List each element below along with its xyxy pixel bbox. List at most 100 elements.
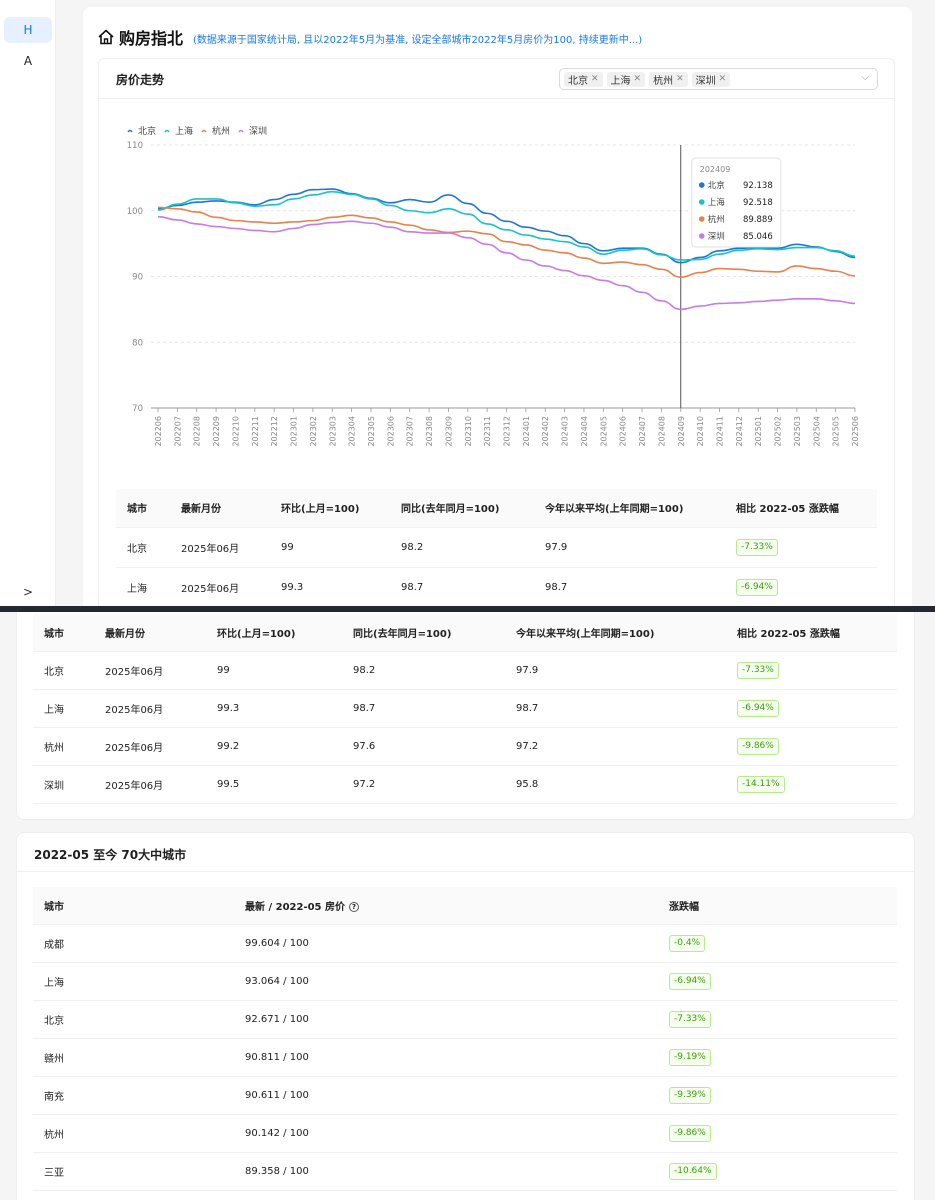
trend-title: 房价走势: [116, 73, 165, 87]
table-row: 杭州 2025年06月 99.2 97.6 97.2 -9.86%: [33, 727, 897, 766]
change-badge: -10.64%: [669, 1162, 717, 1180]
y-tick-label: 80: [132, 338, 143, 348]
change-badge: -6.94%: [669, 972, 711, 990]
cell: 2025年06月: [94, 765, 206, 804]
cell: 97.6: [342, 727, 505, 766]
cell: -6.94%: [725, 567, 877, 606]
x-tick-label: 202504: [812, 416, 821, 447]
cell: 2025年06月: [94, 727, 206, 766]
cell: 99.5: [206, 765, 342, 804]
x-tick-label: 202212: [270, 416, 279, 447]
x-tick-label: 202412: [735, 416, 744, 447]
x-tick-label: 202311: [483, 416, 492, 447]
cell: 杭州: [33, 727, 94, 766]
y-tick-label: 90: [132, 273, 143, 283]
col-header: 今年以来平均(上年同期=100): [505, 614, 726, 652]
cell: -6.94%: [726, 689, 897, 728]
question-icon[interactable]: ?: [349, 901, 359, 912]
cell: 深圳: [33, 765, 94, 804]
city-tag[interactable]: 杭州 ✕: [649, 71, 688, 87]
x-tick-label: 202310: [464, 416, 473, 447]
home-icon: [98, 29, 114, 45]
city-tag[interactable]: 北京 ✕: [564, 71, 603, 87]
y-tick-label: 100: [127, 207, 143, 217]
cell: 98.7: [390, 567, 534, 606]
col-header: 环比(上月=100): [270, 489, 390, 528]
close-icon[interactable]: ✕: [676, 74, 684, 84]
x-tick-label: 202307: [406, 416, 415, 447]
x-tick-label: 202306: [386, 416, 395, 447]
x-tick-label: 202406: [619, 416, 628, 447]
chevron-down-icon[interactable]: ⌵: [861, 72, 869, 83]
cell: 98.7: [534, 567, 725, 606]
chevron-right-icon[interactable]: >: [22, 585, 34, 599]
col-header: 今年以来平均(上年同期=100): [534, 489, 725, 528]
col-header: 最新 / 2022-05 房价?: [234, 887, 658, 925]
cell: 97.9: [505, 651, 726, 690]
cell: 上海: [33, 689, 94, 728]
cell: 99.604 / 100: [234, 924, 658, 963]
screenshot-divider: [0, 606, 935, 612]
change-badge: -7.33%: [736, 538, 778, 556]
change-badge: -6.94%: [737, 699, 779, 717]
x-tick-label: 202401: [522, 416, 531, 447]
col-header: 涨跌幅: [658, 887, 897, 925]
cell: 2025年06月: [94, 689, 206, 728]
tooltip-series-name: 杭州: [708, 214, 725, 225]
legend-marker: [238, 129, 244, 133]
cell: -9.86%: [726, 727, 897, 766]
cell: -7.33%: [725, 527, 877, 568]
summary-table-top: 城市 最新月份 环比(上月=100) 同比(去年同月=100) 今年以来平均(上…: [116, 489, 877, 606]
close-icon[interactable]: ✕: [718, 74, 727, 84]
table-row: 南充 90.611 / 100 -9.39%: [33, 1076, 897, 1115]
cell: -9.19%: [658, 1038, 897, 1077]
tooltip-value: 89.889: [743, 215, 773, 225]
change-badge: -14.11%: [737, 775, 785, 793]
tooltip-dot: [698, 233, 705, 239]
legend-label: 深圳: [249, 126, 267, 137]
change-badge: -7.33%: [669, 1010, 711, 1028]
table-header-row: 城市 最新月份 环比(上月=100) 同比(去年同月=100) 今年以来平均(上…: [116, 489, 877, 528]
cell: 北京: [116, 527, 170, 568]
x-tick-label: 202303: [328, 416, 337, 447]
cell: 99.3: [270, 567, 390, 606]
cell: 97.2: [505, 727, 726, 766]
cell: 2025年06月: [94, 651, 206, 690]
change-badge: -6.94%: [736, 578, 778, 596]
sidebar-item-h[interactable]: H: [4, 17, 52, 43]
table-row: 杭州 90.142 / 100 -9.86%: [33, 1114, 897, 1153]
tooltip-box: [691, 157, 782, 248]
cell: 2025年06月: [170, 567, 270, 606]
close-icon[interactable]: ✕: [591, 74, 599, 84]
legend-marker: [164, 129, 170, 133]
cell: 北京: [33, 1000, 234, 1039]
col-header: 环比(上月=100): [206, 614, 342, 652]
y-tick-label: 70: [132, 404, 143, 414]
x-tick-label: 202403: [561, 416, 570, 447]
tooltip-series-name: 深圳: [708, 231, 725, 242]
city-multiselect[interactable]: 北京 ✕ 上海 ✕ 杭州 ✕ 深圳 ✕ ⌵: [559, 68, 878, 90]
page-title: 购房指北: [119, 29, 184, 48]
x-tick-label: 202207: [173, 416, 182, 447]
bottom-screenshot: 城市 最新月份 环比(上月=100) 同比(去年同月=100) 今年以来平均(上…: [0, 612, 935, 1200]
tooltip-series-name: 上海: [708, 197, 726, 208]
city-tag[interactable]: 上海 ✕: [606, 71, 646, 87]
change-badge: -7.33%: [737, 661, 779, 679]
x-tick-label: 202405: [599, 416, 608, 447]
cell: 99.3: [206, 689, 342, 728]
close-icon[interactable]: ✕: [633, 74, 642, 84]
y-tick-label: 110: [127, 141, 143, 151]
x-tick-label: 202209: [212, 416, 221, 447]
x-tick-label: 202211: [251, 416, 260, 447]
sidebar-item-a[interactable]: A: [23, 54, 33, 68]
cell: 三亚: [33, 1152, 234, 1191]
tooltip-value: 85.046: [743, 232, 773, 242]
city-tag[interactable]: 深圳 ✕: [691, 71, 731, 87]
cell: 赣州: [33, 1038, 234, 1077]
ranking-table: 城市 最新 / 2022-05 房价? 涨跌幅 成都 99.604 / 100 -0…: [33, 887, 897, 1191]
series-line-上海: [157, 190, 856, 261]
x-tick-label: 202302: [309, 416, 318, 447]
table-row: 成都 99.604 / 100 -0.4%: [33, 924, 897, 963]
cell: 南充: [33, 1076, 234, 1115]
col-header: 最新月份: [170, 489, 270, 528]
